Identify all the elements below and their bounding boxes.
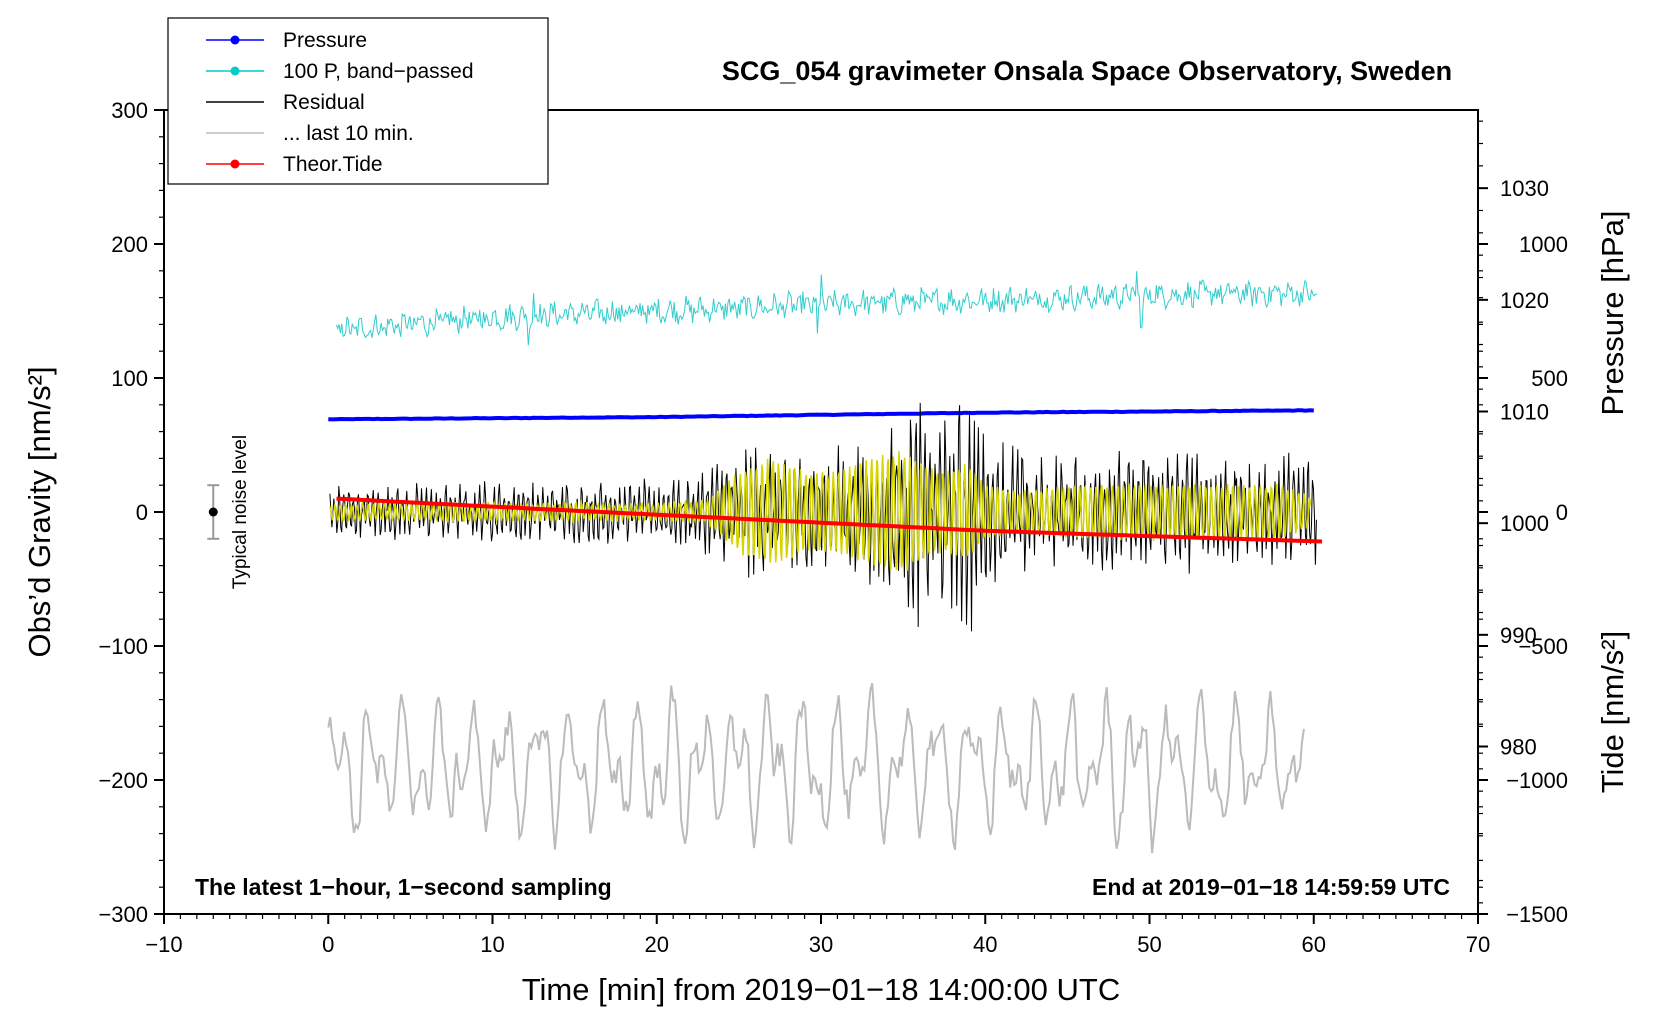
x-tick-label: 70 — [1466, 932, 1490, 957]
legend: Pressure 100 P, band−passed Residual ... la… — [167, 17, 549, 185]
theor-tide-line — [336, 496, 1323, 544]
legend-box — [167, 17, 549, 185]
tide-tick-label: −500 — [1518, 634, 1568, 659]
pressure-tick-label: 1030 — [1500, 176, 1549, 201]
legend-label: Pressure — [283, 29, 367, 52]
end-time-note: End at 2019−01−18 14:59:59 UTC — [1092, 874, 1450, 900]
y-tick-label: −100 — [98, 634, 148, 659]
legend-swatch-marker — [230, 159, 240, 169]
x-tick-label: 50 — [1137, 932, 1161, 957]
tide-tick-label: 1000 — [1519, 232, 1568, 257]
pressure-tick-label: 990 — [1500, 623, 1537, 648]
pressure-tick-label: 1000 — [1500, 511, 1549, 536]
y-tick-label: 200 — [111, 232, 148, 257]
y-axis-title-pressure: Pressure [hPa] — [1595, 210, 1630, 415]
legend-label: ... last 10 min. — [283, 122, 414, 145]
sampling-note: The latest 1−hour, 1−second sampling — [195, 874, 612, 900]
y-axis-title-left: Obs’d Gravity [nm/s²] — [22, 366, 57, 657]
y-tick-label: 300 — [111, 98, 148, 123]
x-axis-title: Time [min] from 2019−01−18 14:00:00 UTC — [522, 972, 1121, 1007]
pressure-bandpassed-line — [336, 271, 1317, 346]
x-tick-label: −10 — [145, 932, 182, 957]
last-10-min-line — [327, 683, 1305, 854]
y-tick-label: 100 — [111, 366, 148, 391]
noise-indicator: Typical noise level — [207, 435, 251, 589]
legend-swatch-marker — [230, 66, 240, 76]
chart-title: SCG_054 gravimeter Onsala Space Observat… — [722, 56, 1452, 86]
tide-tick-label: −1500 — [1506, 902, 1568, 927]
legend-label: Residual — [283, 91, 365, 114]
tide-tick-label: 0 — [1556, 500, 1568, 525]
noise-center-dot — [208, 507, 218, 517]
legend-label: Theor.Tide — [283, 153, 383, 176]
pressure-tick-label: 1020 — [1500, 288, 1549, 313]
pressure-tick-label: 980 — [1500, 735, 1537, 760]
tide-tick-label: −1000 — [1506, 768, 1568, 793]
x-tick-label: 30 — [809, 932, 833, 957]
x-tick-label: 40 — [973, 932, 997, 957]
axes: −10 0 10 20 30 40 50 60 70−300−200−1000100200300… — [98, 98, 1568, 957]
data-traces — [327, 271, 1323, 854]
y-tick-label: 0 — [136, 500, 148, 525]
legend-label: 100 P, band−passed — [283, 60, 474, 83]
y-tick-label: −300 — [98, 902, 148, 927]
x-tick-label: 60 — [1302, 932, 1326, 957]
noise-label: Typical noise level — [230, 435, 251, 589]
x-tick-label: 20 — [645, 932, 669, 957]
y-tick-label: −200 — [98, 768, 148, 793]
pressure-line — [328, 408, 1314, 422]
pressure-tick-label: 1010 — [1500, 400, 1549, 425]
y-axis-title-tide: Tide [nm/s²] — [1595, 631, 1630, 794]
tide-tick-label: 500 — [1531, 366, 1568, 391]
x-tick-label: 0 — [322, 932, 334, 957]
legend-swatch-marker — [230, 35, 240, 45]
x-tick-label: 10 — [480, 932, 504, 957]
